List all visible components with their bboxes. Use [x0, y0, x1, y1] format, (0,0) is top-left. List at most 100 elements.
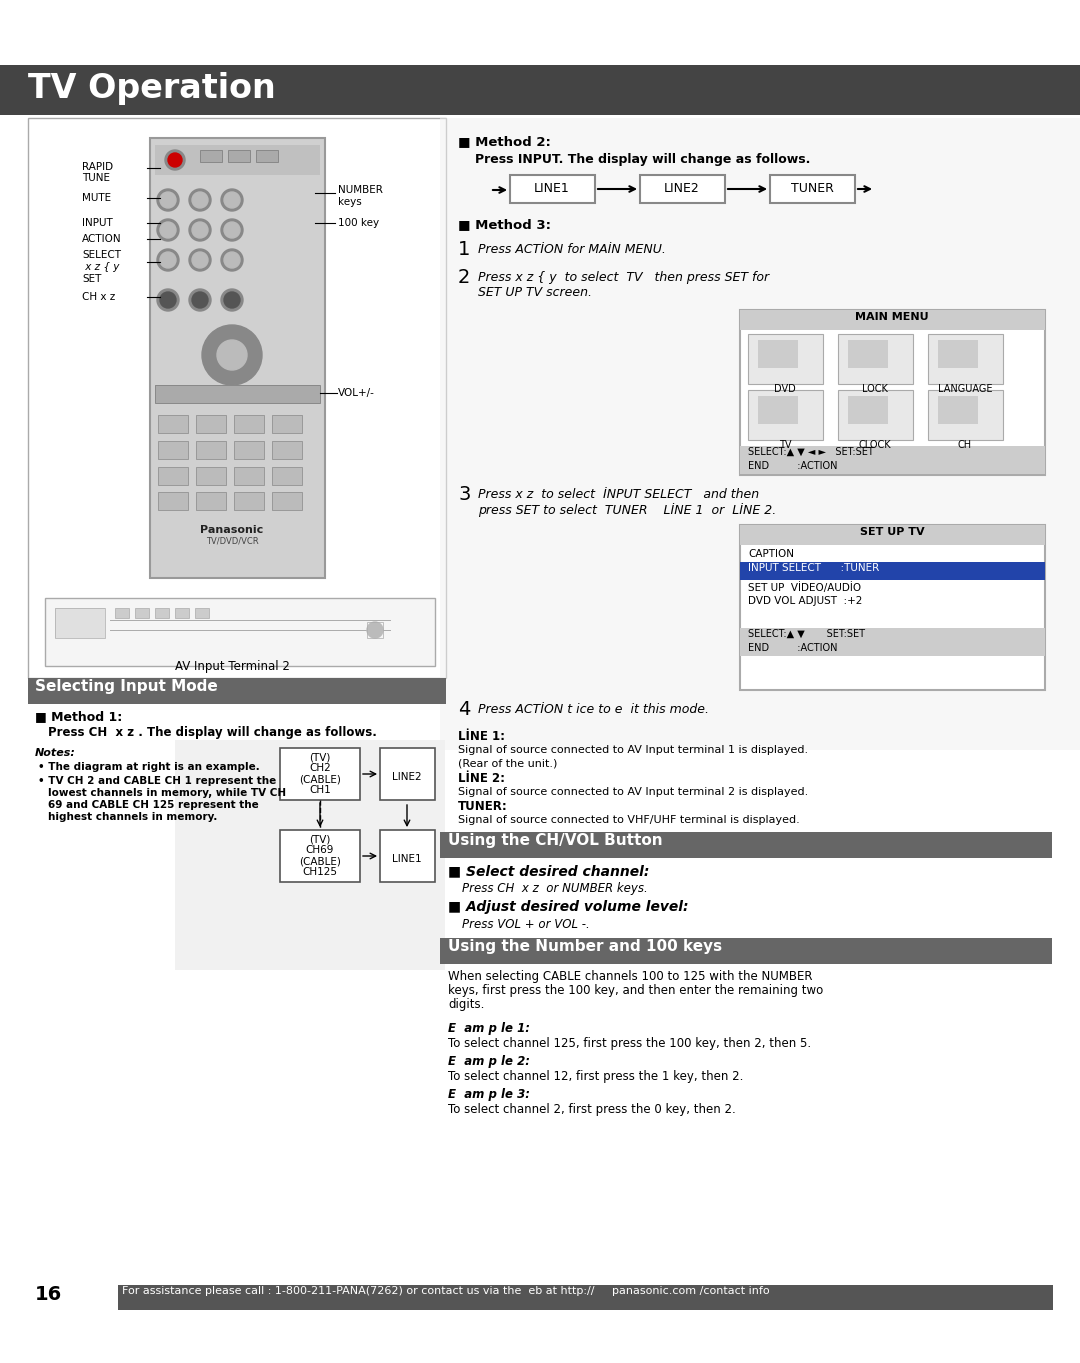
Bar [740, 309, 1045, 474]
Bar [740, 525, 1045, 690]
Circle shape [224, 292, 240, 308]
Circle shape [192, 252, 208, 269]
Text: (Rear of the unit.): (Rear of the unit.) [458, 758, 557, 767]
Text: ■ Method 3:: ■ Method 3: [458, 218, 551, 230]
Circle shape [192, 192, 208, 209]
Text: CH1: CH1 [309, 785, 330, 795]
Circle shape [221, 289, 243, 311]
Text: SET: SET [82, 274, 102, 284]
Circle shape [221, 189, 243, 211]
Text: E  am p le 3:: E am p le 3: [448, 1088, 530, 1101]
Bar [848, 339, 888, 368]
Bar [28, 677, 446, 705]
Text: press SET to select  TUNER    LİNE 1  or  LİNE 2.: press SET to select TUNER LİNE 1 or LİNE… [478, 503, 777, 517]
Bar [740, 446, 1045, 459]
Text: To select channel 12, first press the 1 key, then 2.: To select channel 12, first press the 1 … [448, 1070, 743, 1084]
Bar [234, 442, 264, 459]
Bar [272, 492, 302, 510]
Text: SET UP TV: SET UP TV [860, 527, 924, 537]
Circle shape [221, 219, 243, 241]
Bar [380, 830, 435, 882]
Bar [150, 138, 325, 578]
Text: keys: keys [338, 198, 362, 207]
Bar [156, 384, 320, 403]
Bar [228, 150, 249, 162]
Circle shape [192, 222, 208, 239]
Text: 16: 16 [35, 1285, 63, 1304]
Bar [367, 622, 383, 638]
Bar [740, 309, 1045, 330]
Circle shape [189, 249, 211, 271]
Bar [272, 442, 302, 459]
Text: lowest channels in memory, while TV CH: lowest channels in memory, while TV CH [48, 788, 286, 797]
Circle shape [168, 153, 183, 168]
Bar [272, 468, 302, 485]
Polygon shape [440, 119, 1080, 750]
Bar [118, 1285, 1053, 1310]
Circle shape [160, 252, 176, 269]
Text: Using the CH/VOL Button: Using the CH/VOL Button [448, 833, 663, 848]
Bar [175, 740, 445, 970]
Bar [156, 144, 320, 174]
Text: Press VOL + or VOL -.: Press VOL + or VOL -. [462, 919, 590, 931]
Text: • The diagram at right is an example.: • The diagram at right is an example. [38, 762, 260, 771]
Bar [748, 334, 823, 384]
Bar [740, 562, 1045, 581]
Text: Panasonic: Panasonic [201, 525, 264, 536]
Circle shape [160, 222, 176, 239]
Text: (TV): (TV) [309, 834, 330, 844]
Bar [28, 119, 446, 677]
Circle shape [202, 324, 262, 384]
Text: END         :ACTION: END :ACTION [748, 461, 837, 472]
Text: Signal of source connected to VHF/UHF terminal is displayed.: Signal of source connected to VHF/UHF te… [458, 815, 800, 825]
Bar [114, 608, 129, 617]
Bar [280, 830, 360, 882]
Bar [939, 397, 978, 424]
Text: Press CH  x z . The display will change as follows.: Press CH x z . The display will change a… [48, 726, 377, 739]
Circle shape [367, 622, 383, 638]
Bar [758, 339, 798, 368]
Bar [272, 414, 302, 433]
Bar [150, 138, 325, 578]
Text: CH2: CH2 [309, 763, 330, 773]
Bar [55, 608, 105, 638]
Bar [158, 414, 188, 433]
Bar [158, 492, 188, 510]
Bar [158, 468, 188, 485]
Text: (TV): (TV) [309, 752, 330, 762]
Bar [45, 598, 435, 667]
Bar [928, 334, 1003, 384]
Bar [758, 397, 798, 424]
Text: Notes:: Notes: [35, 748, 76, 758]
Bar [234, 492, 264, 510]
Circle shape [157, 249, 179, 271]
Text: ACTION: ACTION [82, 234, 122, 244]
Text: CH x z: CH x z [82, 292, 116, 303]
Text: SET UP  VİDEO/AUDİO: SET UP VİDEO/AUDİO [748, 582, 861, 593]
Bar [158, 442, 188, 459]
Text: CAPTION: CAPTION [748, 549, 794, 559]
Text: LANGUAGE: LANGUAGE [937, 384, 993, 394]
Circle shape [189, 289, 211, 311]
Text: Press x z { y  to select  TV   then press SET for: Press x z { y to select TV then press SE… [478, 271, 769, 284]
Bar [55, 608, 105, 638]
Text: SELECT: SELECT [82, 249, 121, 260]
Circle shape [160, 192, 176, 209]
Text: LINE1: LINE1 [535, 183, 570, 195]
Text: keys, first press the 100 key, and then enter the remaining two: keys, first press the 100 key, and then … [448, 984, 823, 996]
Text: MUTE: MUTE [82, 194, 111, 203]
Text: • TV CH 2 and CABLE CH 1 represent the: • TV CH 2 and CABLE CH 1 represent the [38, 776, 276, 786]
Bar [939, 339, 978, 368]
Bar [234, 414, 264, 433]
Text: TV/DVD/VCR: TV/DVD/VCR [205, 537, 258, 547]
Bar [440, 831, 1052, 857]
Text: CH: CH [958, 440, 972, 450]
Text: 69 and CABLE CH 125 represent the: 69 and CABLE CH 125 represent the [48, 800, 259, 810]
Text: RAPID: RAPID [82, 162, 113, 172]
Text: Press ACTİON for MAİN MENU.: Press ACTİON for MAİN MENU. [478, 243, 666, 256]
Circle shape [192, 292, 208, 308]
Bar [135, 608, 149, 617]
Circle shape [189, 189, 211, 211]
Text: Press x z  to select  İNPUT SELECT   and then: Press x z to select İNPUT SELECT and the… [478, 488, 759, 502]
Bar [280, 748, 360, 800]
